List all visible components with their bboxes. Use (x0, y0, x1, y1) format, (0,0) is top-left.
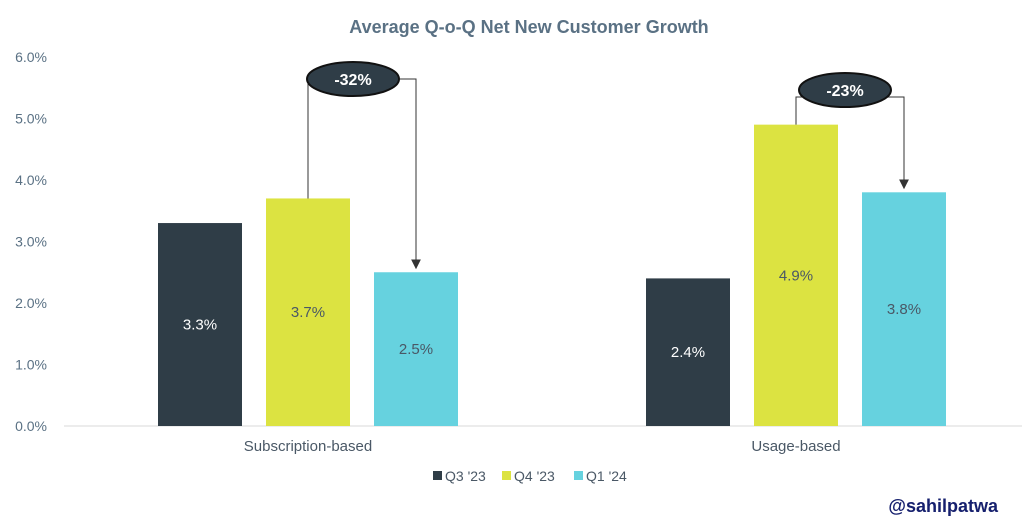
category-labels: Subscription-based Usage-based (244, 438, 841, 455)
callouts: -32% -23% (306, 61, 909, 270)
legend-label: Q3 '23 (445, 468, 486, 484)
category-label: Subscription-based (244, 438, 372, 455)
bar (754, 124, 838, 427)
legend-label: Q1 '24 (586, 468, 627, 484)
bar-data-label: 2.4% (671, 344, 705, 361)
callout-text: -32% (334, 72, 371, 89)
y-tick-label: 3.0% (15, 234, 47, 250)
y-tick-label: 5.0% (15, 111, 47, 127)
legend-label: Q4 '23 (514, 468, 555, 484)
y-tick-label: 2.0% (15, 295, 47, 311)
bar (646, 278, 730, 426)
legend-swatch (574, 471, 583, 480)
legend-swatch (502, 471, 511, 480)
bar (862, 192, 946, 426)
bar-data-label: 3.7% (291, 304, 325, 321)
bar-data-label: 4.9% (779, 267, 813, 284)
bars: 3.3% 3.7% 2.5% 2.4% 4.9% 3.8% (158, 124, 946, 427)
category-label: Usage-based (751, 438, 840, 455)
y-tick-label: 0.0% (15, 418, 47, 434)
legend-swatch (433, 471, 442, 480)
callout-badge (306, 61, 400, 97)
y-axis: 0.0% 1.0% 2.0% 3.0% 4.0% 5.0% 6.0% (15, 49, 47, 434)
bar-data-label: 3.8% (887, 301, 921, 318)
y-tick-label: 4.0% (15, 172, 47, 188)
bar-data-label: 3.3% (183, 317, 217, 334)
callout-badge (798, 72, 892, 108)
chart-title: Average Q-o-Q Net New Customer Growth (349, 17, 708, 37)
bar (266, 198, 350, 426)
bar-data-label: 2.5% (399, 341, 433, 358)
bar (158, 223, 242, 426)
y-tick-label: 1.0% (15, 357, 47, 373)
bar (374, 272, 458, 426)
legend: Q3 '23 Q4 '23 Q1 '24 (433, 468, 627, 484)
callout-text: -23% (826, 83, 863, 100)
y-tick-label: 6.0% (15, 49, 47, 65)
watermark: @sahilpatwa (888, 496, 998, 516)
